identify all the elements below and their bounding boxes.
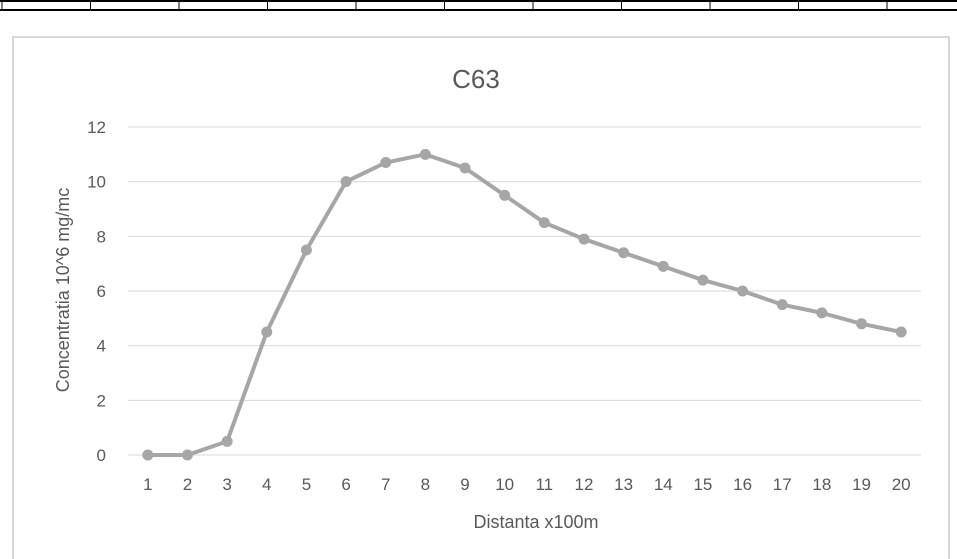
data-point (697, 274, 709, 286)
y-tick-label: 6 (97, 282, 106, 301)
y-axis-title: Concentratia 10^6 mg/mc (53, 188, 73, 393)
x-tick-label: 14 (654, 475, 673, 494)
x-tick-label: 13 (614, 475, 633, 494)
y-tick-label: 0 (97, 446, 106, 465)
x-tick-label: 3 (222, 475, 231, 494)
y-tick-label: 2 (97, 391, 106, 410)
data-point (380, 157, 392, 169)
gridlines (128, 126, 921, 456)
top-table-border (0, 0, 957, 11)
data-point (459, 162, 471, 174)
y-tick-label: 12 (87, 118, 106, 137)
data-point (737, 285, 749, 297)
x-tick-label: 15 (693, 475, 712, 494)
series-line (145, 152, 904, 457)
x-tick-label: 20 (892, 475, 911, 494)
data-point (499, 189, 511, 201)
x-tick-label: 4 (262, 475, 271, 494)
y-tick-label: 4 (97, 337, 106, 356)
x-tick-label: 11 (535, 475, 553, 494)
x-axis-ticks: 1 2 3 4 5 6 7 8 9 10 11 12 13 14 15 16 17 18 19 20 (143, 475, 911, 494)
x-tick-label: 16 (733, 475, 752, 494)
y-axis-ticks: 0 2 4 6 8 10 12 (87, 118, 106, 465)
data-point (618, 247, 630, 259)
data-point (856, 318, 868, 330)
data-point (340, 176, 352, 188)
data-point (142, 449, 154, 461)
y-tick-label: 8 (97, 227, 106, 246)
series-layer (142, 148, 907, 461)
data-point (261, 326, 273, 338)
data-point (816, 307, 828, 319)
x-tick-label: 18 (812, 475, 831, 494)
x-tick-label: 8 (421, 475, 430, 494)
x-tick-label: 10 (495, 475, 514, 494)
x-axis-title: Distanta x100m (473, 512, 598, 532)
x-tick-label: 19 (852, 475, 871, 494)
data-point (419, 148, 431, 160)
chart-title: C63 (452, 64, 500, 94)
x-tick-label: 17 (773, 475, 792, 494)
data-point (538, 217, 550, 229)
data-point (776, 299, 788, 311)
x-tick-label: 1 (143, 475, 152, 494)
x-tick-label: 12 (575, 475, 594, 494)
data-point (300, 244, 312, 256)
data-point (578, 233, 590, 245)
chart-area (12, 36, 950, 559)
data-point (181, 449, 193, 461)
x-tick-label: 7 (381, 475, 390, 494)
x-tick-label: 5 (302, 475, 311, 494)
x-tick-label: 2 (183, 475, 192, 494)
data-point (895, 326, 907, 338)
x-tick-label: 6 (341, 475, 350, 494)
data-point (657, 260, 669, 272)
x-tick-label: 9 (460, 475, 469, 494)
data-point (221, 435, 233, 447)
y-tick-label: 10 (87, 173, 106, 192)
